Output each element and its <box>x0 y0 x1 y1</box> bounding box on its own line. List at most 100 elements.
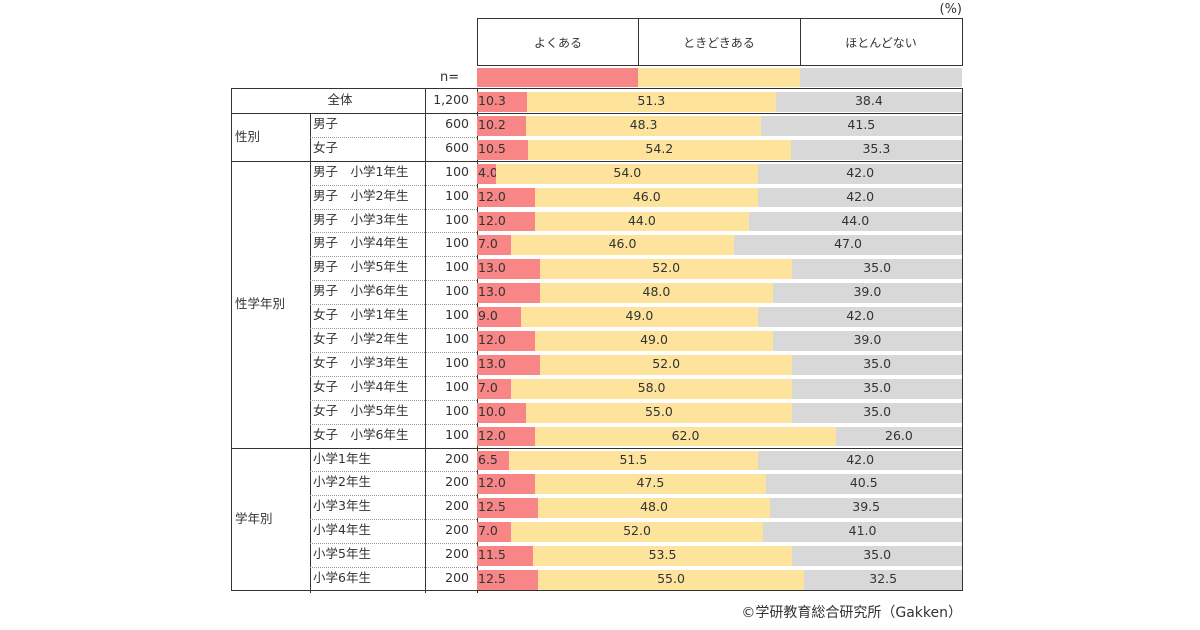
bar-segment-3 <box>748 211 962 232</box>
row-label: 小学3年生 <box>313 498 371 514</box>
bar-segment-3 <box>758 163 962 184</box>
row-n: 600 <box>445 139 469 155</box>
row-n: 100 <box>445 426 469 442</box>
bar-segment-1 <box>477 378 511 399</box>
bar-value-label: 39.0 <box>853 332 882 347</box>
row-divider <box>310 543 477 545</box>
bar-segment-2 <box>510 378 793 399</box>
bar-segment-1 <box>477 163 497 184</box>
n-label: n= <box>440 70 460 85</box>
bar-segment-2 <box>525 402 793 423</box>
bar-segment-2 <box>526 92 776 112</box>
row-n: 100 <box>445 283 469 299</box>
row-n: 200 <box>445 498 469 514</box>
row-label: 全体 <box>327 92 353 107</box>
col-divider-label <box>310 112 311 593</box>
bar-segment-3 <box>758 307 962 327</box>
legend-swatch-3 <box>800 68 962 87</box>
bar-value-label: 10.5 <box>478 140 506 156</box>
bar-segment-1 <box>477 522 511 543</box>
legend-header-2: ときどきある <box>638 18 801 66</box>
bar-segment-2 <box>508 450 759 471</box>
bar-segment-3 <box>792 402 962 423</box>
legend-header-3: ほとんどない <box>800 18 963 66</box>
group-label-1: 性別 <box>235 128 261 144</box>
group-divider-1 <box>231 160 963 162</box>
bar-segment-2 <box>526 115 761 136</box>
row-divider <box>310 184 477 186</box>
bar-value-label: 48.3 <box>629 116 658 132</box>
row-divider <box>310 328 477 329</box>
bar-segment-3 <box>792 378 962 399</box>
row-divider <box>310 304 477 306</box>
row-n: 200 <box>445 546 469 562</box>
bar-segment-3 <box>772 283 962 304</box>
bar-value-label: 26.0 <box>885 427 913 443</box>
bar-segment-3 <box>765 474 962 495</box>
bar-segment-2 <box>510 522 764 543</box>
bar-value-label: 7.0 <box>478 236 498 252</box>
row-n: 200 <box>445 474 469 490</box>
bar-segment-3 <box>775 92 962 112</box>
bar-segment-1 <box>477 331 536 351</box>
bar-segment-1 <box>477 139 528 160</box>
bar-segment-3 <box>792 259 962 280</box>
row-label: 女子 小学4年生 <box>313 378 409 394</box>
bar-segment-2 <box>535 331 773 351</box>
row-n: 1,200 <box>433 92 469 107</box>
row-divider <box>310 495 477 497</box>
row-divider <box>310 351 477 353</box>
row-label: 男子 小学5年生 <box>313 259 409 275</box>
bar-segment-1 <box>477 498 538 519</box>
bar-segment-3 <box>792 546 962 566</box>
bar-segment-2 <box>540 283 773 304</box>
bar-segment-3 <box>758 187 962 208</box>
row-n: 100 <box>445 187 469 203</box>
bar-segment-1 <box>477 235 511 256</box>
bar-segment-2 <box>540 354 793 375</box>
bar-value-label: 47.5 <box>636 475 665 491</box>
bar-value-label: 42.0 <box>846 164 875 180</box>
bar-segment-2 <box>537 498 771 519</box>
row-label: 小学1年生 <box>313 450 371 466</box>
bar-segment-1 <box>477 426 536 447</box>
row-divider <box>310 519 477 521</box>
bar-segment-1 <box>477 546 533 566</box>
bar-value-label: 55.0 <box>644 403 673 419</box>
bar-segment-2 <box>535 187 759 208</box>
bar-value-label: 13.0 <box>478 355 506 371</box>
bar-segment-1 <box>477 259 541 280</box>
bar-segment-1 <box>477 474 536 495</box>
bar-value-label: 7.0 <box>478 523 498 539</box>
row-n: 100 <box>445 331 469 346</box>
bar-value-label: 49.0 <box>640 332 668 347</box>
row-label: 男子 <box>313 115 339 131</box>
bar-segment-1 <box>477 211 536 232</box>
row-label: 男子 小学6年生 <box>313 283 409 299</box>
row-divider <box>310 375 477 377</box>
bar-segment-2 <box>496 163 759 184</box>
bar-segment-2 <box>535 211 749 232</box>
row-label: 小学6年生 <box>313 570 371 585</box>
bar-value-label: 52.0 <box>652 355 681 371</box>
bar-segment-3 <box>770 498 962 519</box>
row-n: 100 <box>445 259 469 275</box>
row-n: 200 <box>445 522 469 538</box>
bar-value-label: 42.0 <box>846 188 875 204</box>
table-frame <box>231 88 963 591</box>
row-n: 600 <box>445 115 469 131</box>
bar-value-label: 7.0 <box>478 379 498 395</box>
bar-segment-1 <box>477 450 509 471</box>
row-divider <box>310 136 477 138</box>
bar-value-label: 35.0 <box>863 260 892 276</box>
bar-segment-1 <box>477 187 536 208</box>
group-divider-0 <box>231 112 963 114</box>
bar-segment-1 <box>477 307 521 327</box>
bar-value-label: 32.5 <box>869 571 898 586</box>
bar-value-label: 46.0 <box>608 236 637 252</box>
row-divider <box>310 399 477 401</box>
bar-segment-3 <box>804 570 962 590</box>
bar-value-label: 44.0 <box>841 212 870 228</box>
bar-value-label: 51.5 <box>619 451 648 467</box>
row-divider <box>310 208 477 210</box>
